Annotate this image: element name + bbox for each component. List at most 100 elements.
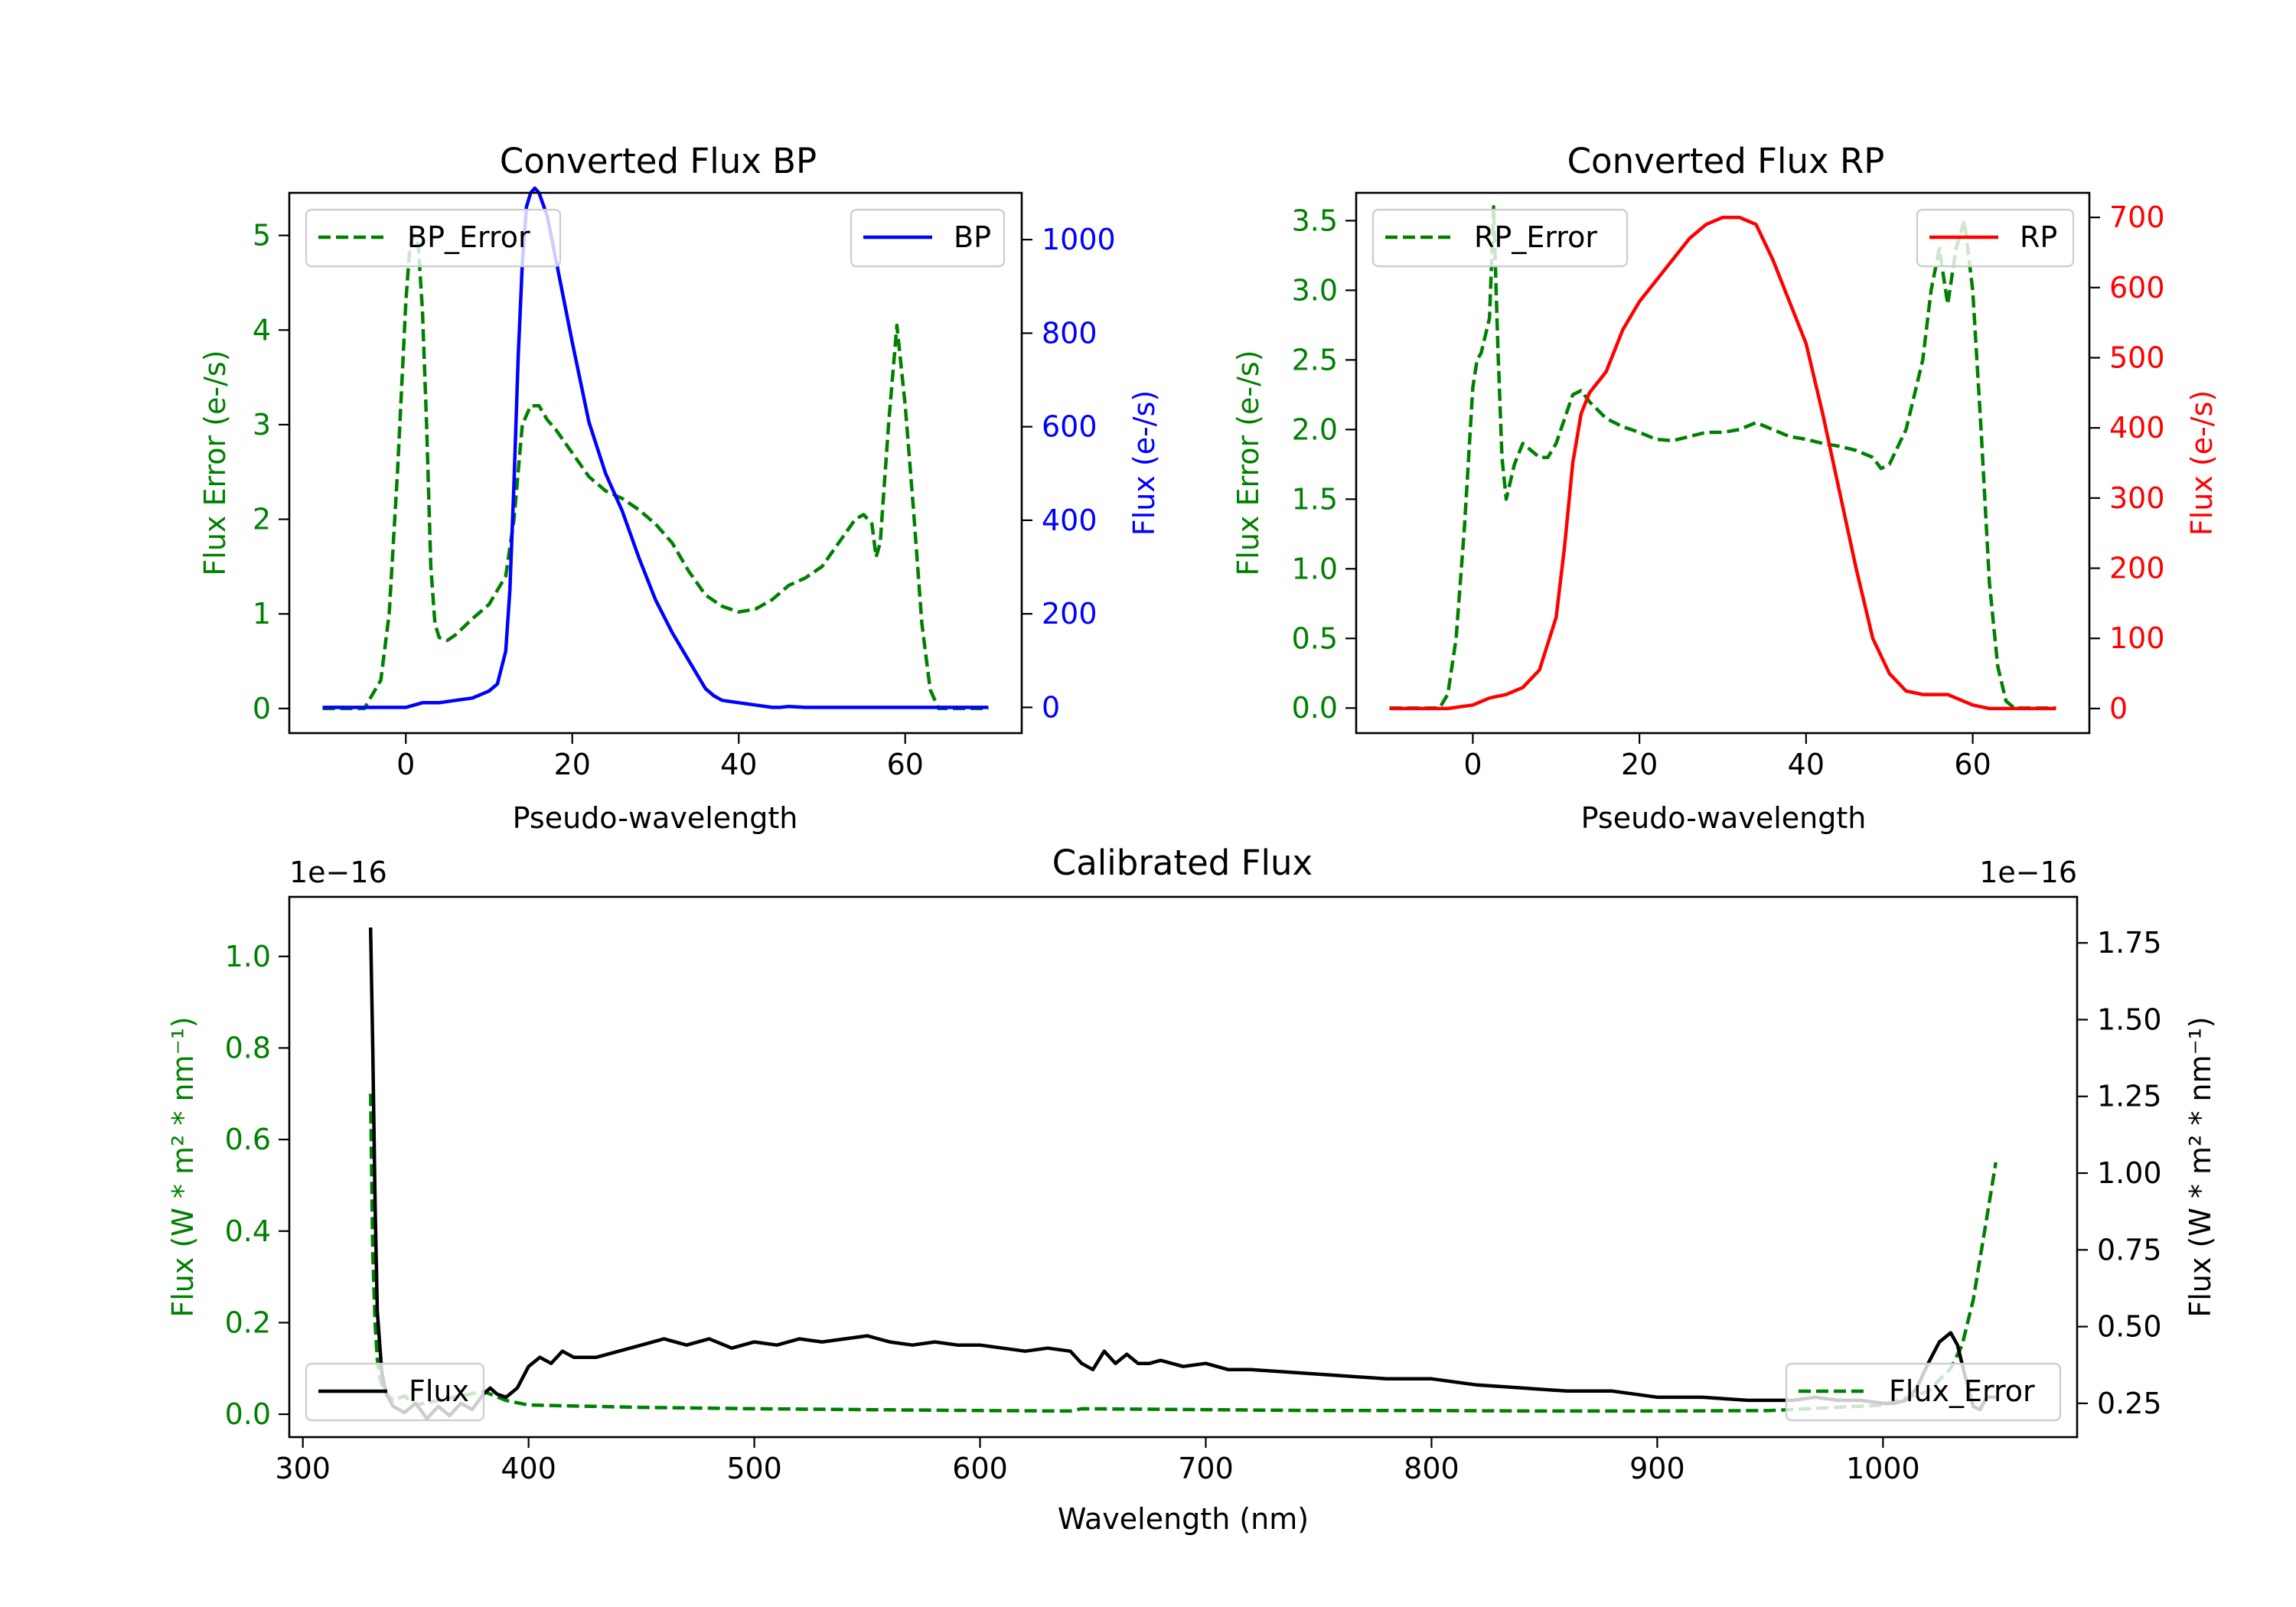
- calibrated-y-right-tick-label: 1.75: [2097, 926, 2162, 960]
- calibrated-legend-error-box: [1785, 1362, 2062, 1422]
- rp-y-left-tick-label: 1.0: [1292, 552, 1338, 585]
- rp-series-rp-error-line: [1389, 204, 2056, 710]
- rp-y-right-label: Flux (e-/s): [2185, 390, 2219, 536]
- calibrated-title: Calibrated Flux: [1052, 843, 1313, 883]
- rp-legend-flux: RP: [1916, 208, 2075, 268]
- rp-y-left-tick-label: 1.5: [1292, 482, 1338, 516]
- rp-legend-error-label: RP_Error: [1474, 220, 1597, 254]
- calibrated-y-left-tick-label: 0.2: [225, 1305, 271, 1339]
- bp-y-left-tick-label: 1: [253, 597, 271, 631]
- rp-series-rp-line: [1389, 215, 2056, 711]
- calibrated-y-left-tick-label: 0.4: [225, 1214, 271, 1248]
- calibrated-y-right-tick-label: 1.25: [2097, 1080, 2162, 1113]
- bp-y-right-tick-label: 200: [1042, 597, 1097, 631]
- calibrated-y-left-tick-label: 0.8: [225, 1031, 271, 1064]
- rp-series: [1389, 204, 2056, 711]
- rp-legend-error: RP_Error: [1371, 208, 1629, 268]
- rp-y-right-tick-label: 500: [2109, 341, 2165, 374]
- bp-x-tick-label: 0: [396, 748, 415, 781]
- calibrated-y-right-tick-label: 0.75: [2097, 1233, 2162, 1266]
- rp-x-tick-label: 60: [1954, 748, 1991, 781]
- calibrated-y-right-tick-label: 0.25: [2097, 1387, 2162, 1420]
- calibrated-y-left-tick-label: 0.6: [225, 1123, 271, 1156]
- calibrated-y-left-tick-label: 1.0: [225, 940, 271, 973]
- rp-panel: Converted Flux RP 0 20 40 60 0.0 0.5 1.0 1.5 2.…: [1231, 141, 2219, 835]
- bp-y-left-tick-label: 0: [253, 692, 271, 725]
- rp-y-right-tick-label: 200: [2109, 552, 2165, 585]
- bp-legend-error-label: BP_Error: [407, 220, 530, 254]
- bp-series-bp-line: [322, 186, 989, 709]
- bp-y-left-tick-label: 3: [253, 408, 271, 442]
- calibrated-y-right-tick-label: 1.50: [2097, 1002, 2162, 1036]
- rp-x-tick-label: 0: [1463, 748, 1482, 781]
- bp-y-right-tick-label: 400: [1042, 504, 1097, 537]
- rp-title: Converted Flux RP: [1567, 141, 1885, 181]
- calibrated-x-tick-label: 800: [1404, 1452, 1459, 1485]
- bp-x-axis-label: Pseudo-wavelength: [513, 801, 798, 835]
- calibrated-y-right-label: Flux (W * m² * nm⁻¹): [2183, 1016, 2217, 1317]
- calibrated-x-tick-label: 300: [275, 1452, 331, 1485]
- rp-plot-frame: [1355, 191, 2091, 735]
- bp-series: [322, 186, 989, 711]
- bp-y-left-label: Flux Error (e-/s): [198, 350, 232, 575]
- calibrated-legend-error-label: Flux_Error: [1889, 1374, 2035, 1408]
- calibrated-plot-frame: [288, 895, 2079, 1439]
- calibrated-right-offset: 1e−16: [1979, 856, 2077, 889]
- rp-legend-error-box: [1371, 208, 1629, 268]
- rp-y-left-tick-label: 2.0: [1292, 412, 1338, 446]
- calibrated-x-axis-label: Wavelength (nm): [1058, 1502, 1309, 1536]
- bp-y-right-label: Flux (e-/s): [1127, 390, 1161, 536]
- calibrated-panel: Calibrated Flux 1e−16 1e−16 300 400 500 600…: [166, 843, 2217, 1536]
- bp-y-right-tick-label: 0: [1042, 690, 1060, 724]
- rp-x-ticks: 0 20 40 60: [1463, 733, 1991, 781]
- rp-y-left-tick-label: 2.5: [1292, 343, 1338, 376]
- bp-y-right-tick-label: 800: [1042, 316, 1097, 350]
- rp-y-left-tick-label: 0.5: [1292, 621, 1338, 655]
- calibrated-legend-error: Flux_Error: [1785, 1362, 2062, 1422]
- calibrated-x-tick-label: 900: [1629, 1452, 1685, 1485]
- rp-y-right-ticks: 0 100 200 300 400 500 600 700: [2089, 200, 2165, 725]
- rp-y-right-tick-label: 600: [2109, 271, 2165, 305]
- bp-y-left-tick-label: 5: [253, 219, 271, 253]
- bp-legend-error: BP_Error: [305, 208, 562, 268]
- bp-legend-flux-label: BP: [954, 220, 991, 254]
- bp-x-tick-label: 60: [887, 748, 924, 781]
- calibrated-x-ticks: 300 400 500 600 700 800 900 1000: [275, 1437, 1920, 1485]
- rp-x-tick-label: 40: [1788, 748, 1825, 781]
- rp-y-left-tick-label: 0.0: [1292, 691, 1338, 725]
- rp-y-left-tick-label: 3.5: [1292, 204, 1338, 237]
- calibrated-legend-flux: Flux: [305, 1362, 485, 1422]
- bp-y-left-ticks: 0 1 2 3 4 5: [253, 219, 289, 725]
- bp-x-tick-label: 20: [554, 748, 591, 781]
- calibrated-y-left-tick-label: 0.0: [225, 1397, 271, 1431]
- calibrated-x-tick-label: 400: [501, 1452, 556, 1485]
- bp-y-right-tick-label: 1000: [1042, 223, 1116, 256]
- bp-x-tick-label: 40: [720, 748, 757, 781]
- bp-y-right-tick-label: 600: [1042, 410, 1097, 444]
- bp-legend-flux: BP: [850, 208, 1006, 268]
- bp-panel: Converted Flux BP 0 20 40 60 0 1 2 3 4 5 0 200 400…: [198, 141, 1161, 835]
- bp-plot-frame: [288, 191, 1023, 735]
- rp-x-axis-label: Pseudo-wavelength: [1581, 801, 1867, 835]
- calibrated-y-left-label: Flux (W * m² * nm⁻¹): [166, 1016, 200, 1317]
- calibrated-left-offset: 1e−16: [289, 856, 387, 889]
- rp-y-right-tick-label: 400: [2109, 411, 2165, 445]
- rp-y-left-tick-label: 3.0: [1292, 273, 1338, 307]
- calibrated-y-right-ticks: 0.25 0.50 0.75 1.00 1.25 1.50 1.75: [2077, 926, 2162, 1420]
- rp-x-tick-label: 20: [1621, 748, 1658, 781]
- calibrated-x-tick-label: 600: [952, 1452, 1008, 1485]
- calibrated-legend-flux-box: [305, 1362, 485, 1422]
- bp-x-ticks: 0 20 40 60: [396, 733, 924, 781]
- rp-y-left-label: Flux Error (e-/s): [1231, 350, 1265, 575]
- rp-y-right-tick-label: 100: [2109, 621, 2165, 655]
- calibrated-y-right-tick-label: 1.00: [2097, 1156, 2162, 1190]
- bp-y-left-tick-label: 2: [253, 503, 271, 536]
- rp-y-left-ticks: 0.0 0.5 1.0 1.5 2.0 2.5 3.0 3.5: [1292, 204, 1356, 725]
- calibrated-x-tick-label: 1000: [1846, 1452, 1920, 1485]
- calibrated-y-right-tick-label: 0.50: [2097, 1310, 2162, 1344]
- calibrated-legend-flux-label: Flux: [409, 1374, 469, 1408]
- bp-title: Converted Flux BP: [500, 141, 817, 181]
- bp-y-left-tick-label: 4: [253, 313, 271, 347]
- rp-legend-flux-label: RP: [2020, 220, 2057, 254]
